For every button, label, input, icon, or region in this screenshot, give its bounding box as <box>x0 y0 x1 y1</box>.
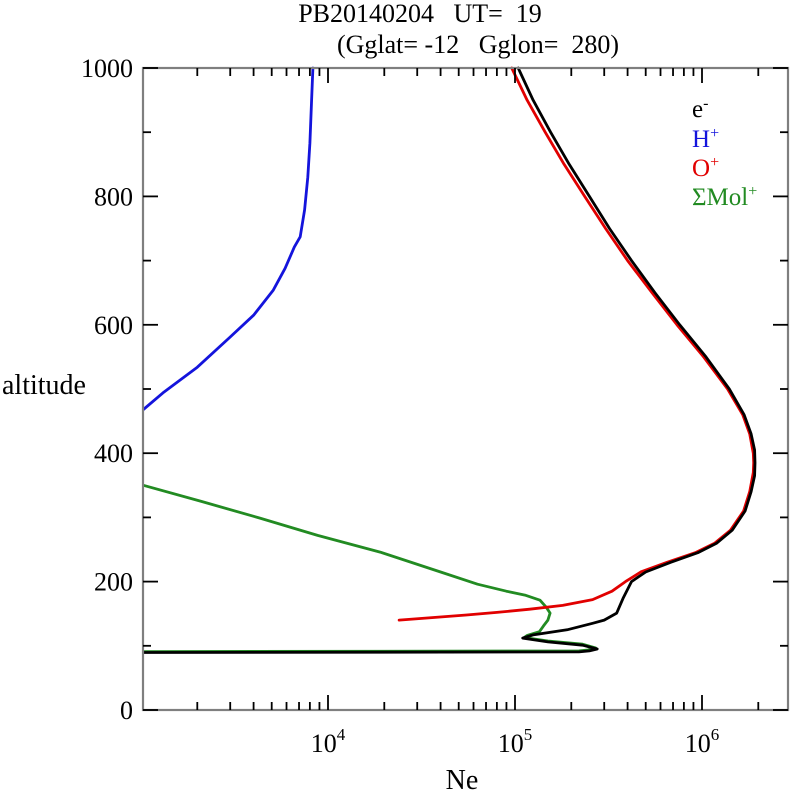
chart-title: PB20140204 UT= 19 <box>298 0 542 28</box>
y-tick-label: 400 <box>94 439 133 468</box>
legend-entry-O: O+ <box>692 154 719 182</box>
legend-entry-H: H+ <box>692 125 719 153</box>
y-tick-label: 200 <box>94 568 133 597</box>
legend: e-H+O+ΣMol+ <box>692 95 757 211</box>
curves-layer <box>141 66 757 654</box>
x-tick-label: 105 <box>498 725 533 758</box>
y-tick-labels: 0 200 400 600 800 1000 <box>81 54 133 725</box>
x-tick-label: 106 <box>685 725 720 758</box>
curve-H+ <box>141 66 315 411</box>
ticks-layer <box>143 67 788 711</box>
y-tick-label: 800 <box>94 182 133 211</box>
curve-e- <box>141 66 757 654</box>
y-axis-label: altitude <box>2 370 86 401</box>
chart-subtitle: (Gglat= -12 Gglon= 280) <box>337 30 619 59</box>
x-tick-labels: 104 105 106 <box>311 725 720 758</box>
y-tick-label: 600 <box>94 311 133 340</box>
y-tick-label: 1000 <box>81 54 133 83</box>
y-tick-label: 0 <box>120 696 133 725</box>
curve-SigmaMol+ <box>141 483 598 653</box>
x-axis-label: Ne <box>446 765 479 795</box>
legend-entry-ΣMol: ΣMol+ <box>692 183 757 211</box>
curve-O+ <box>397 66 756 622</box>
x-tick-label: 104 <box>311 725 346 758</box>
legend-entry-e: e- <box>692 95 708 123</box>
